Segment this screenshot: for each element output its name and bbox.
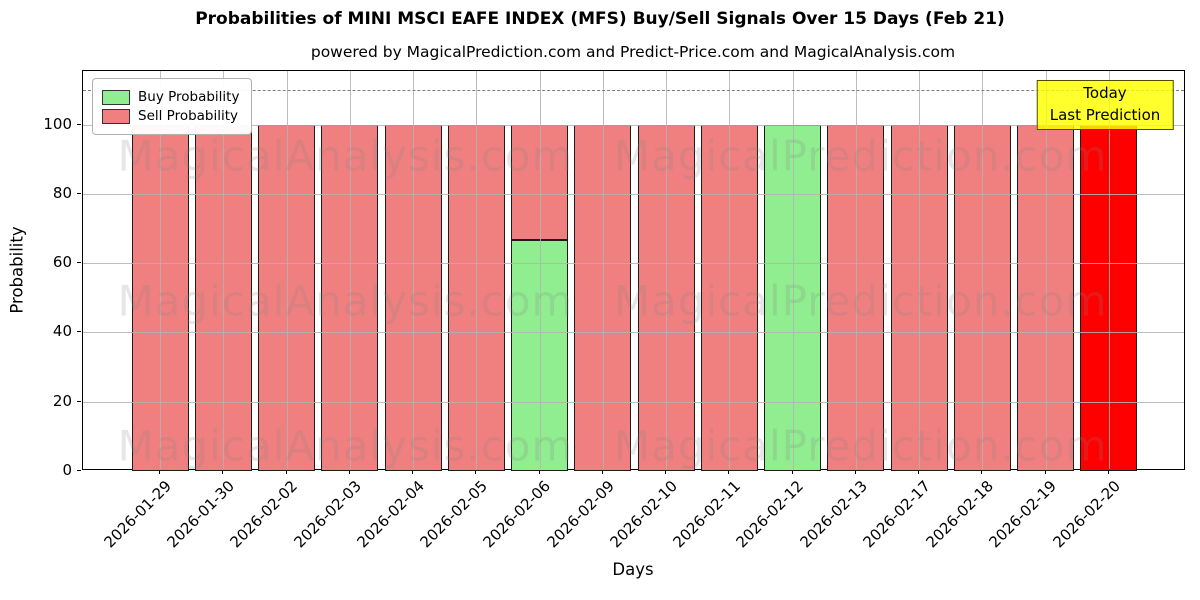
- chart-title: Probabilities of MINI MSCI EAFE INDEX (M…: [195, 9, 1005, 29]
- plot-area: Buy Probability Sell Probability Today L…: [82, 70, 1185, 471]
- x-tick-mark: [981, 470, 983, 474]
- x-tick-mark: [791, 470, 793, 474]
- gridline-vertical: [286, 71, 288, 469]
- x-tick-mark: [538, 470, 540, 474]
- gridline-horizontal: [83, 193, 1184, 195]
- y-tick-mark: [77, 123, 81, 125]
- y-tick-label: 100: [43, 114, 72, 133]
- y-tick-label: 60: [52, 253, 72, 272]
- y-tick-label: 20: [52, 391, 72, 410]
- x-tick-mark: [475, 470, 477, 474]
- x-tick-label: 2026-02-19: [985, 477, 1061, 552]
- gridline-vertical: [666, 71, 668, 469]
- x-tick-label: 2026-02-09: [543, 477, 618, 552]
- gridline-vertical: [729, 71, 731, 469]
- x-tick-label: 2026-02-17: [859, 477, 934, 552]
- y-tick-mark: [77, 192, 81, 194]
- bar-segment-sell: [574, 124, 632, 471]
- x-tick-mark: [918, 470, 920, 474]
- watermark-text: MagicalAnalysis.com: [117, 276, 574, 326]
- x-tick-mark: [1107, 470, 1109, 474]
- x-tick-label: 2026-02-02: [227, 477, 302, 552]
- x-tick-mark: [728, 470, 730, 474]
- reference-dashed-line: [83, 90, 1184, 92]
- bar-segment-sell: [511, 124, 569, 240]
- x-tick-label: 2026-02-11: [669, 477, 745, 552]
- x-tick-mark: [285, 470, 287, 474]
- y-tick-label: 0: [62, 461, 72, 479]
- watermark-text: MagicalPrediction.com: [613, 131, 1108, 181]
- x-tick-mark: [222, 470, 224, 474]
- bar-segment-buy: [764, 124, 822, 471]
- x-tick-mark: [665, 470, 667, 474]
- x-tick-mark: [601, 470, 603, 474]
- bar-segment-sell: [321, 124, 379, 471]
- bar-segment-sell: [953, 124, 1011, 471]
- legend-label-buy: Buy Probability: [138, 89, 240, 105]
- sell-swatch-icon: [102, 108, 130, 124]
- x-tick-mark: [348, 470, 350, 474]
- gridline-vertical: [349, 71, 351, 469]
- x-tick-label: 2026-02-20: [1049, 477, 1124, 552]
- watermark-text: MagicalAnalysis.com: [117, 421, 574, 471]
- gridline-vertical: [160, 71, 162, 469]
- x-tick-label: 2026-02-18: [922, 477, 998, 552]
- y-tick-label: 40: [52, 322, 72, 341]
- x-tick-label: 2026-02-12: [732, 477, 808, 552]
- x-tick-label: 2026-01-30: [163, 477, 239, 552]
- bar-segment-sell: [131, 124, 189, 471]
- x-tick-mark: [1044, 470, 1046, 474]
- watermark-text: MagicalAnalysis.com: [117, 131, 574, 181]
- x-tick-label: 2026-02-06: [479, 477, 555, 552]
- legend-label-sell: Sell Probability: [138, 108, 239, 124]
- today-annotation-line1: Today: [1083, 84, 1127, 102]
- x-tick-label: 2026-01-29: [100, 477, 175, 552]
- x-tick-mark: [854, 470, 856, 474]
- chart-subtitle: powered by MagicalPrediction.com and Pre…: [310, 43, 956, 61]
- x-tick-label: 2026-02-03: [290, 477, 365, 552]
- gridline-vertical: [1108, 71, 1110, 469]
- watermark-text: MagicalPrediction.com: [613, 276, 1108, 326]
- gridline-vertical: [413, 71, 415, 469]
- legend: Buy Probability Sell Probability: [92, 78, 253, 135]
- gridline-horizontal: [83, 401, 1184, 403]
- x-tick-mark: [159, 470, 161, 474]
- gridline-vertical: [919, 71, 921, 469]
- gridline-horizontal: [83, 263, 1184, 265]
- watermark-text: MagicalPrediction.com: [613, 421, 1108, 471]
- gridline-vertical: [223, 71, 225, 469]
- x-axis-label: Days: [612, 560, 654, 579]
- gridline-vertical: [982, 71, 984, 469]
- gridline-vertical: [476, 71, 478, 469]
- legend-item-buy: Buy Probability: [102, 89, 239, 105]
- x-tick-label: 2026-02-10: [606, 477, 681, 552]
- y-tick-mark: [77, 262, 81, 264]
- bar-segment-sell: [1017, 124, 1075, 471]
- bar-segment-sell: [384, 124, 442, 471]
- x-tick-label: 2026-02-04: [353, 477, 428, 552]
- buy-swatch-icon: [102, 89, 130, 105]
- gridline-vertical: [602, 71, 604, 469]
- legend-item-sell: Sell Probability: [102, 108, 239, 124]
- today-annotation: Today Last Prediction: [1036, 80, 1174, 130]
- y-tick-label: 80: [52, 183, 72, 202]
- y-tick-mark: [77, 331, 81, 333]
- y-tick-mark: [77, 470, 81, 471]
- bar-segment-buy: [511, 240, 569, 471]
- y-tick-mark: [77, 400, 81, 402]
- gridline-vertical: [539, 71, 541, 469]
- gridline-horizontal: [83, 124, 1184, 126]
- x-tick-label: 2026-02-05: [416, 477, 492, 552]
- gridline-vertical: [792, 71, 794, 469]
- gridline-vertical: [1045, 71, 1047, 469]
- gridline-horizontal: [83, 332, 1184, 334]
- x-tick-label: 2026-02-13: [796, 477, 871, 552]
- x-tick-mark: [412, 470, 414, 474]
- gridline-vertical: [855, 71, 857, 469]
- today-annotation-line2: Last Prediction: [1049, 105, 1161, 124]
